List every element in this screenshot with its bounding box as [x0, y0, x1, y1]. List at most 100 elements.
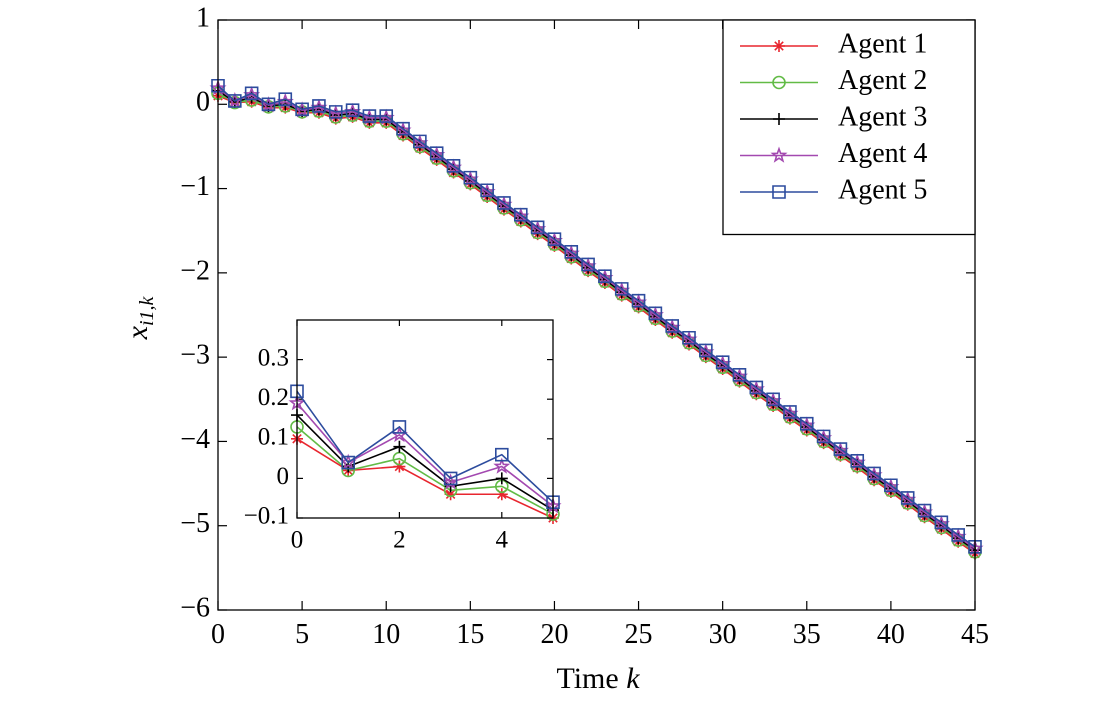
data-point — [547, 232, 562, 246]
data-point — [261, 97, 276, 112]
data-point — [545, 231, 563, 249]
x-tick-label: 45 — [961, 619, 989, 650]
data-point — [730, 367, 749, 384]
data-point — [312, 99, 326, 113]
legend-label: Agent 1 — [838, 28, 927, 59]
data-point — [310, 98, 328, 115]
data-point — [799, 416, 814, 431]
data-point — [663, 318, 681, 335]
data-point — [916, 503, 934, 520]
x-tick-label: 30 — [709, 619, 737, 650]
plot-frame — [217, 19, 976, 611]
data-point — [648, 306, 663, 321]
data-point — [428, 145, 446, 163]
data-point — [328, 105, 343, 119]
data-point — [951, 528, 965, 542]
data-point — [493, 457, 511, 474]
data-point — [290, 420, 304, 434]
legend-label: Agent 3 — [838, 101, 927, 132]
x-tick-label: 0 — [211, 619, 225, 650]
x-tick-label: 0 — [291, 526, 304, 553]
data-point — [429, 146, 444, 160]
data-point — [732, 368, 747, 382]
data-point — [747, 380, 765, 397]
data-point — [413, 134, 427, 149]
data-point — [848, 453, 866, 470]
legend-marker — [773, 40, 785, 52]
data-point — [598, 269, 612, 284]
y-tick-label: 0.2 — [258, 384, 289, 411]
x-tick-label: 20 — [540, 619, 568, 650]
data-point — [278, 92, 293, 107]
data-point — [362, 109, 377, 123]
data-point — [494, 479, 509, 494]
data-point — [345, 103, 360, 117]
data-point — [816, 429, 831, 444]
x-label-text: Time — [556, 662, 618, 695]
y-tick-label: 0 — [196, 87, 210, 118]
y-tick-label: 0.1 — [258, 424, 289, 451]
data-point — [463, 170, 478, 185]
y-tick-label: 0.3 — [258, 344, 289, 371]
data-point — [495, 195, 513, 212]
x-tick-label: 2 — [393, 526, 406, 553]
y-tick-label: −2 — [180, 255, 210, 286]
x-tick-label: 10 — [372, 619, 400, 650]
series-line — [217, 95, 976, 555]
data-point — [564, 244, 579, 259]
data-point — [968, 539, 982, 554]
data-point — [411, 134, 429, 151]
data-point — [228, 94, 242, 108]
legend-box — [722, 19, 976, 236]
data-point — [512, 207, 530, 224]
series-line — [296, 414, 554, 511]
data-point — [581, 257, 595, 272]
y-tick-label: −1 — [180, 171, 210, 202]
data-point — [697, 343, 715, 360]
data-point — [579, 257, 597, 274]
series-line — [217, 85, 976, 548]
data-point — [295, 102, 309, 117]
x-tick-label: 5 — [295, 619, 309, 650]
legend-label: Agent 2 — [838, 65, 927, 96]
data-point — [461, 170, 479, 187]
data-point — [714, 354, 732, 372]
data-point — [514, 207, 528, 222]
y-tick-label: −4 — [180, 424, 210, 455]
series-line — [296, 390, 554, 503]
data-point — [798, 416, 816, 433]
y-tick-label: −0.1 — [244, 503, 289, 530]
x-label-var: k — [626, 662, 640, 695]
plot-area — [297, 320, 553, 518]
legend-marker — [772, 75, 786, 90]
legend-marker — [773, 113, 785, 125]
data-point — [244, 86, 259, 101]
data-point — [783, 405, 797, 419]
data-point — [815, 429, 833, 446]
y-label-sub: i1,k — [136, 295, 158, 326]
data-point — [680, 330, 698, 347]
data-point — [393, 440, 406, 453]
data-point — [530, 220, 545, 235]
data-point — [665, 319, 679, 333]
data-point — [379, 109, 394, 123]
y-tick-label: −6 — [180, 592, 210, 623]
data-point — [443, 471, 458, 486]
data-point — [341, 455, 355, 470]
x-tick-label: 15 — [456, 619, 484, 650]
series-line — [217, 90, 976, 551]
data-point — [339, 453, 357, 470]
data-point — [631, 293, 646, 308]
x-tick-label: 25 — [625, 619, 653, 650]
data-point — [392, 451, 407, 466]
data-point — [495, 472, 508, 485]
data-point — [865, 466, 883, 483]
data-point — [211, 78, 225, 93]
data-point — [444, 488, 457, 501]
data-point — [446, 159, 461, 173]
data-point — [243, 86, 261, 103]
data-point — [344, 102, 362, 120]
data-point — [699, 343, 713, 358]
x-tick-label: 4 — [496, 526, 509, 553]
series-line — [217, 87, 976, 550]
